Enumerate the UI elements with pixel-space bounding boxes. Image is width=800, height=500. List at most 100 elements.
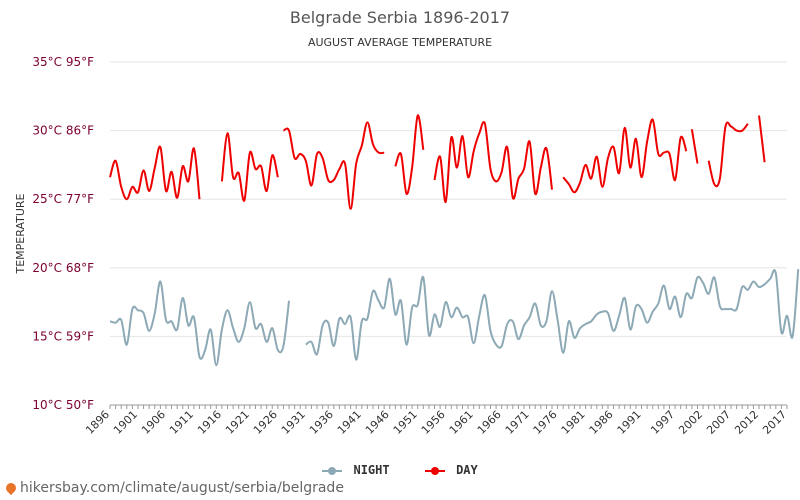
data-point-day[interactable] xyxy=(515,176,521,182)
data-point-night[interactable] xyxy=(583,321,589,327)
data-point-night[interactable] xyxy=(219,327,225,333)
data-point-day[interactable] xyxy=(745,121,751,127)
data-point-day[interactable] xyxy=(141,167,147,173)
data-point-night[interactable] xyxy=(655,300,661,306)
data-point-night[interactable] xyxy=(392,311,398,317)
data-point-night[interactable] xyxy=(180,295,186,301)
data-point-day[interactable] xyxy=(594,154,600,160)
data-point-night[interactable] xyxy=(694,274,700,280)
data-point-day[interactable] xyxy=(320,155,326,161)
data-point-day[interactable] xyxy=(622,125,628,131)
data-point-night[interactable] xyxy=(359,318,365,324)
data-point-day[interactable] xyxy=(499,169,505,175)
data-point-night[interactable] xyxy=(280,343,286,349)
data-point-night[interactable] xyxy=(404,342,410,348)
data-point-day[interactable] xyxy=(381,150,387,156)
legend-item-day[interactable]: DAY xyxy=(424,463,478,477)
data-point-night[interactable] xyxy=(532,300,538,306)
data-point-night[interactable] xyxy=(622,295,628,301)
data-point-night[interactable] xyxy=(152,310,158,316)
data-point-night[interactable] xyxy=(728,306,734,312)
data-point-day[interactable] xyxy=(169,169,175,175)
data-point-night[interactable] xyxy=(700,280,706,286)
data-point-night[interactable] xyxy=(773,270,779,276)
data-point-day[interactable] xyxy=(454,165,460,171)
data-point-night[interactable] xyxy=(784,313,790,319)
data-point-night[interactable] xyxy=(320,322,326,328)
data-point-night[interactable] xyxy=(487,328,493,334)
data-point-night[interactable] xyxy=(420,274,426,280)
data-point-night[interactable] xyxy=(650,309,656,315)
data-point-day[interactable] xyxy=(577,180,583,186)
data-point-day[interactable] xyxy=(286,128,292,134)
data-point-night[interactable] xyxy=(745,287,751,293)
data-point-night[interactable] xyxy=(683,291,689,297)
data-point-day[interactable] xyxy=(605,155,611,161)
data-point-day[interactable] xyxy=(314,151,320,157)
data-point-night[interactable] xyxy=(230,325,236,331)
data-point-night[interactable] xyxy=(594,311,600,317)
data-point-day[interactable] xyxy=(185,178,191,184)
data-point-night[interactable] xyxy=(527,314,533,320)
data-point-night[interactable] xyxy=(767,276,773,282)
data-point-day[interactable] xyxy=(359,143,365,149)
data-point-day[interactable] xyxy=(364,119,370,125)
data-point-night[interactable] xyxy=(611,328,617,334)
data-point-night[interactable] xyxy=(185,322,191,328)
data-point-night[interactable] xyxy=(588,318,594,324)
data-point-night[interactable] xyxy=(706,291,712,297)
data-point-day[interactable] xyxy=(107,174,113,180)
data-point-night[interactable] xyxy=(331,343,337,349)
data-point-night[interactable] xyxy=(308,339,314,345)
data-point-day[interactable] xyxy=(118,184,124,190)
data-point-night[interactable] xyxy=(141,310,147,316)
data-point-night[interactable] xyxy=(639,306,645,312)
data-point-day[interactable] xyxy=(129,184,135,190)
data-point-day[interactable] xyxy=(683,148,689,154)
data-point-night[interactable] xyxy=(381,305,387,311)
data-point-day[interactable] xyxy=(392,163,398,169)
data-point-night[interactable] xyxy=(722,306,728,312)
data-point-day[interactable] xyxy=(415,113,421,119)
data-point-day[interactable] xyxy=(230,174,236,180)
data-point-day[interactable] xyxy=(510,195,516,201)
data-point-day[interactable] xyxy=(667,151,673,157)
data-point-night[interactable] xyxy=(376,298,382,304)
data-point-day[interactable] xyxy=(409,165,415,171)
data-point-day[interactable] xyxy=(734,128,740,134)
legend-item-night[interactable]: NIGHT xyxy=(322,463,390,477)
data-point-night[interactable] xyxy=(599,309,605,315)
data-point-day[interactable] xyxy=(432,177,438,183)
data-point-day[interactable] xyxy=(633,136,639,142)
data-point-night[interactable] xyxy=(471,340,477,346)
data-point-day[interactable] xyxy=(532,191,538,197)
data-point-night[interactable] xyxy=(711,274,717,280)
data-point-night[interactable] xyxy=(169,318,175,324)
data-point-day[interactable] xyxy=(342,161,348,167)
data-point-night[interactable] xyxy=(264,339,270,345)
data-point-day[interactable] xyxy=(258,163,264,169)
data-point-night[interactable] xyxy=(258,321,264,327)
data-point-night[interactable] xyxy=(124,342,130,348)
data-point-day[interactable] xyxy=(465,174,471,180)
data-point-night[interactable] xyxy=(734,306,740,312)
data-point-night[interactable] xyxy=(605,310,611,316)
data-point-night[interactable] xyxy=(515,336,521,342)
data-point-night[interactable] xyxy=(135,307,141,313)
data-point-day[interactable] xyxy=(739,128,745,134)
data-point-day[interactable] xyxy=(191,145,197,151)
data-point-day[interactable] xyxy=(437,154,443,160)
data-point-day[interactable] xyxy=(292,155,298,161)
data-point-night[interactable] xyxy=(778,329,784,335)
data-point-night[interactable] xyxy=(549,288,555,294)
data-point-night[interactable] xyxy=(454,305,460,311)
data-point-night[interactable] xyxy=(409,305,415,311)
data-point-night[interactable] xyxy=(286,298,292,304)
data-point-day[interactable] xyxy=(420,147,426,153)
data-point-night[interactable] xyxy=(236,339,242,345)
data-point-day[interactable] xyxy=(269,152,275,158)
data-point-day[interactable] xyxy=(146,188,152,194)
data-point-day[interactable] xyxy=(308,182,314,188)
data-point-day[interactable] xyxy=(247,150,253,156)
data-point-day[interactable] xyxy=(174,195,180,201)
